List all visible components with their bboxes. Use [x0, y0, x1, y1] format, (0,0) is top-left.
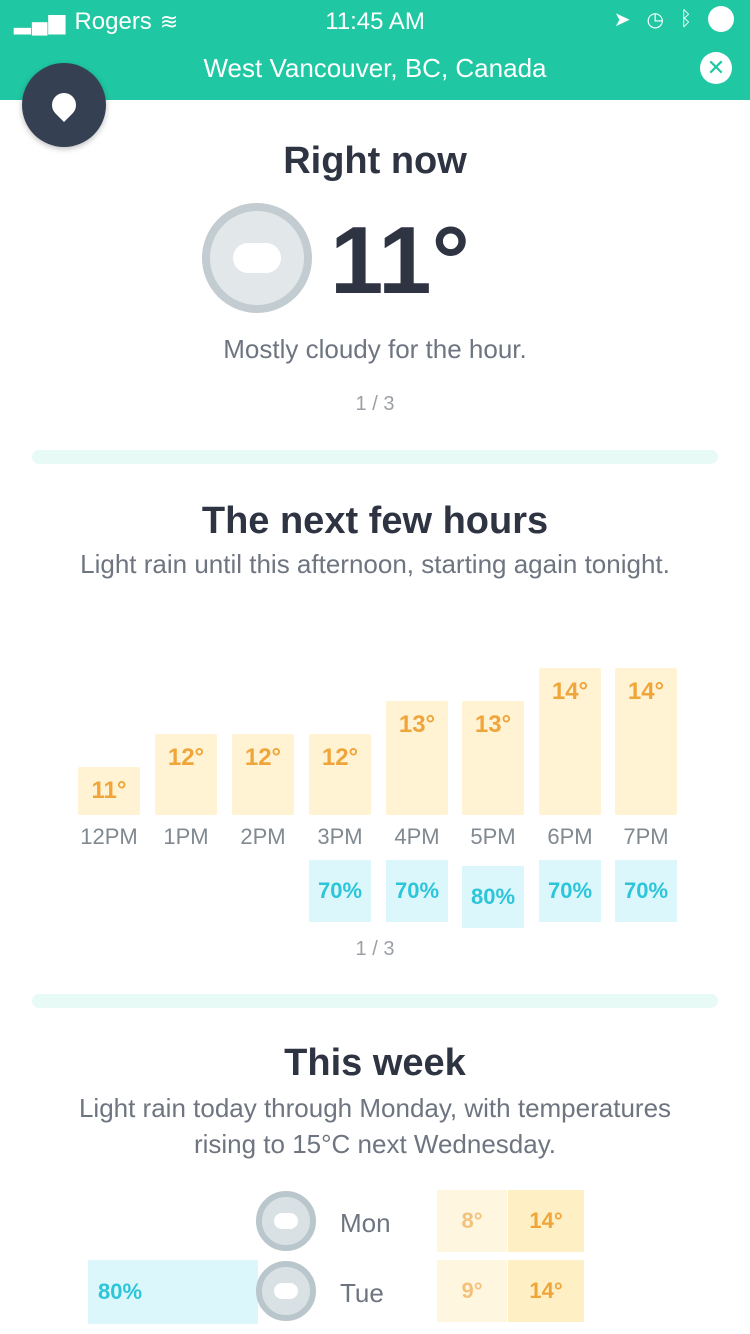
hour-bar: 12° [309, 734, 371, 815]
hour-temp-label: 12° [244, 744, 282, 771]
cloud-icon [233, 243, 281, 273]
hour-time-label: 1PM [163, 824, 209, 849]
bluetooth-icon: ᛒ [680, 7, 692, 30]
hour-bar: 14° [539, 668, 601, 815]
cloud-icon [274, 1283, 298, 1299]
alarm-icon: ◷ [646, 8, 664, 31]
day-low-temp: 8° [437, 1190, 507, 1252]
hour-temp-label: 11° [91, 777, 127, 804]
location-pin-button[interactable] [22, 63, 106, 147]
hour-rain-chance: 70% [539, 860, 601, 922]
hour-bar: 12° [155, 734, 217, 815]
location-title: West Vancouver, BC, Canada [203, 53, 547, 83]
hour-bar: 12° [232, 734, 294, 815]
hour-time-label: 3PM [317, 824, 363, 849]
hour-rain-chance: 70% [309, 860, 371, 922]
wifi-icon: ≋ [159, 9, 179, 34]
hour-bar: 13° [386, 701, 448, 815]
carrier-label: Rogers [74, 8, 152, 35]
day-name: Mon [340, 1208, 391, 1238]
hour-rain-chance: 70% [615, 860, 677, 922]
day-weather-icon [256, 1261, 316, 1321]
hour-temp-label: 13° [398, 711, 436, 738]
hour-bar: 11° [78, 767, 140, 815]
hour-time-label: 7PM [623, 824, 669, 849]
current-description: Mostly cloudy for the hour. [223, 334, 527, 364]
next-hours-pagination[interactable]: 1 / 3 [355, 938, 395, 960]
current-temperature: 11° [330, 207, 470, 314]
status-time: 11:45 AM [325, 8, 425, 35]
next-hours-subtitle: Light rain until this afternoon, startin… [80, 549, 670, 579]
day-low-temp: 9° [437, 1260, 507, 1322]
day-high-temp: 14° [508, 1190, 584, 1252]
close-button[interactable]: ✕ [700, 52, 732, 84]
hour-bar: 14° [615, 668, 677, 815]
hour-time-label: 6PM [547, 824, 593, 849]
hour-time-label: 5PM [470, 824, 516, 849]
hour-rain-chance: 80% [462, 866, 524, 928]
section-divider [32, 450, 718, 464]
day-weather-icon [256, 1191, 316, 1251]
hour-time-label: 2PM [240, 824, 286, 849]
right-now-pagination[interactable]: 1 / 3 [355, 393, 395, 415]
hour-temp-label: 14° [627, 678, 665, 705]
app-header: ▂▄▆ Rogers ≋ 11:45 AM ➤ ◷ ᛒ West Vancouv… [0, 0, 750, 100]
status-right: ➤ ◷ ᛒ [614, 6, 734, 32]
signal-bars-icon: ▂▄▆ [14, 9, 67, 34]
hour-temp-label: 12° [167, 744, 205, 771]
map-pin-icon [47, 88, 81, 122]
hour-bar: 13° [462, 701, 524, 815]
hour-temp-label: 14° [551, 678, 589, 705]
right-now-title: Right now [283, 140, 467, 182]
current-weather-icon [202, 203, 312, 313]
day-rain-chance: 80% [88, 1260, 258, 1324]
this-week-title: This week [284, 1042, 466, 1084]
hour-time-label: 4PM [394, 824, 440, 849]
location-arrow-icon: ➤ [613, 8, 631, 31]
hour-time-label: 12PM [80, 824, 138, 849]
battery-icon [708, 6, 734, 32]
hour-temp-label: 13° [474, 711, 512, 738]
close-icon: ✕ [706, 55, 726, 80]
section-divider [32, 994, 718, 1008]
status-left: ▂▄▆ Rogers ≋ [14, 8, 178, 36]
day-high-temp: 14° [508, 1260, 584, 1322]
next-hours-title: The next few hours [201, 500, 549, 542]
hour-temp-label: 12° [321, 744, 359, 771]
hour-rain-chance: 70% [386, 860, 448, 922]
day-name: Tue [340, 1278, 384, 1308]
this-week-subtitle: Light rain today through Monday, with te… [78, 1093, 672, 1159]
cloud-icon [274, 1213, 298, 1229]
